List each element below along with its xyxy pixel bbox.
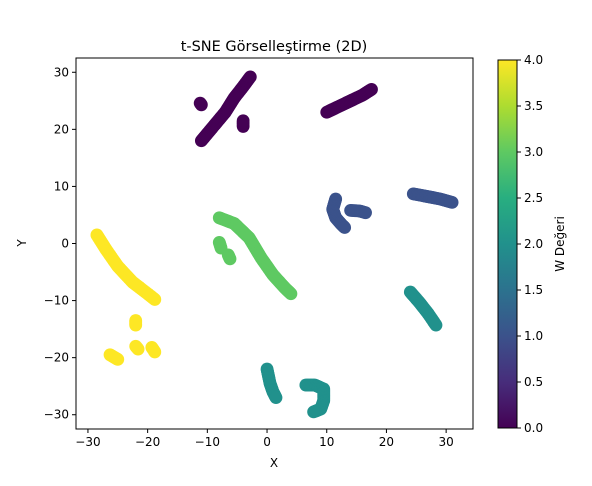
- y-tick-label: −10: [44, 294, 69, 308]
- data-point-cluster-3-35: [365, 82, 378, 96]
- y-tick-label: 10: [54, 179, 69, 193]
- y-tick-label: 20: [54, 122, 69, 136]
- data-point-cluster-4-25: [338, 221, 352, 234]
- colorbar-tick-label: 1.0: [524, 329, 543, 343]
- x-tick-label: −10: [195, 435, 220, 449]
- y-tick-label: 30: [54, 65, 69, 79]
- colorbar-tick-label: 2.5: [524, 191, 543, 205]
- chart-title: t-SNE Görselleştirme (2D): [181, 39, 368, 55]
- data-point-cluster-14-4: [129, 318, 143, 332]
- x-tick-label: −30: [75, 435, 100, 449]
- colorbar-label: W Değeri: [553, 216, 567, 272]
- y-tick-label: −30: [44, 408, 69, 422]
- data-point-cluster-2-4: [236, 114, 250, 128]
- colorbar-tick-label: 2.0: [524, 237, 543, 251]
- data-point-cluster-10-73: [284, 287, 298, 301]
- colorbar-tick-label: 3.0: [524, 145, 543, 159]
- data-point-cluster-7-30: [429, 318, 443, 332]
- colorbar-tick-label: 1.5: [524, 283, 543, 297]
- x-tick-label: 30: [438, 435, 453, 449]
- data-point-cluster-12-3: [223, 252, 237, 266]
- data-point-cluster-5-11: [359, 206, 372, 220]
- x-tick-label: 10: [319, 435, 334, 449]
- data-point-cluster-6-29: [445, 196, 459, 209]
- scatter-points: [90, 70, 459, 419]
- data-point-cluster-1-2: [193, 96, 207, 110]
- colorbar-tick-label: 4.0: [524, 53, 543, 67]
- y-tick-label: 0: [61, 237, 69, 251]
- data-point-cluster-15-3: [131, 342, 145, 356]
- data-point-cluster-16-4: [148, 345, 162, 359]
- y-axis-label: Y: [15, 239, 29, 248]
- x-tick-label: 0: [263, 435, 271, 449]
- colorbar-tick-label: 3.5: [524, 99, 543, 113]
- y-tick-label: −20: [44, 351, 69, 365]
- x-tick-label: −20: [135, 435, 160, 449]
- plot-frame: [75, 57, 474, 430]
- y-axis-ticks: −30 −20 −10 0 10 20 30: [44, 65, 76, 422]
- data-point-cluster-13-61: [148, 293, 162, 306]
- colorbar-ticks: 0.0 0.5 1.0 1.5 2.0 2.5 3.0 3.5 4.0: [517, 53, 543, 435]
- colorbar-tick-label: 0.5: [524, 375, 543, 389]
- x-axis-label: X: [270, 456, 278, 470]
- data-point-cluster-9-34: [307, 405, 320, 419]
- colorbar: [497, 59, 518, 429]
- data-point-cluster-0-57: [243, 70, 257, 84]
- data-point-cluster-8-22: [269, 391, 283, 405]
- data-point-cluster-17-7: [111, 352, 125, 366]
- x-axis-ticks: −30 −20 −10 0 10 20 30: [75, 429, 454, 449]
- colorbar-tick-label: 0.0: [524, 421, 543, 435]
- x-tick-label: 20: [379, 435, 394, 449]
